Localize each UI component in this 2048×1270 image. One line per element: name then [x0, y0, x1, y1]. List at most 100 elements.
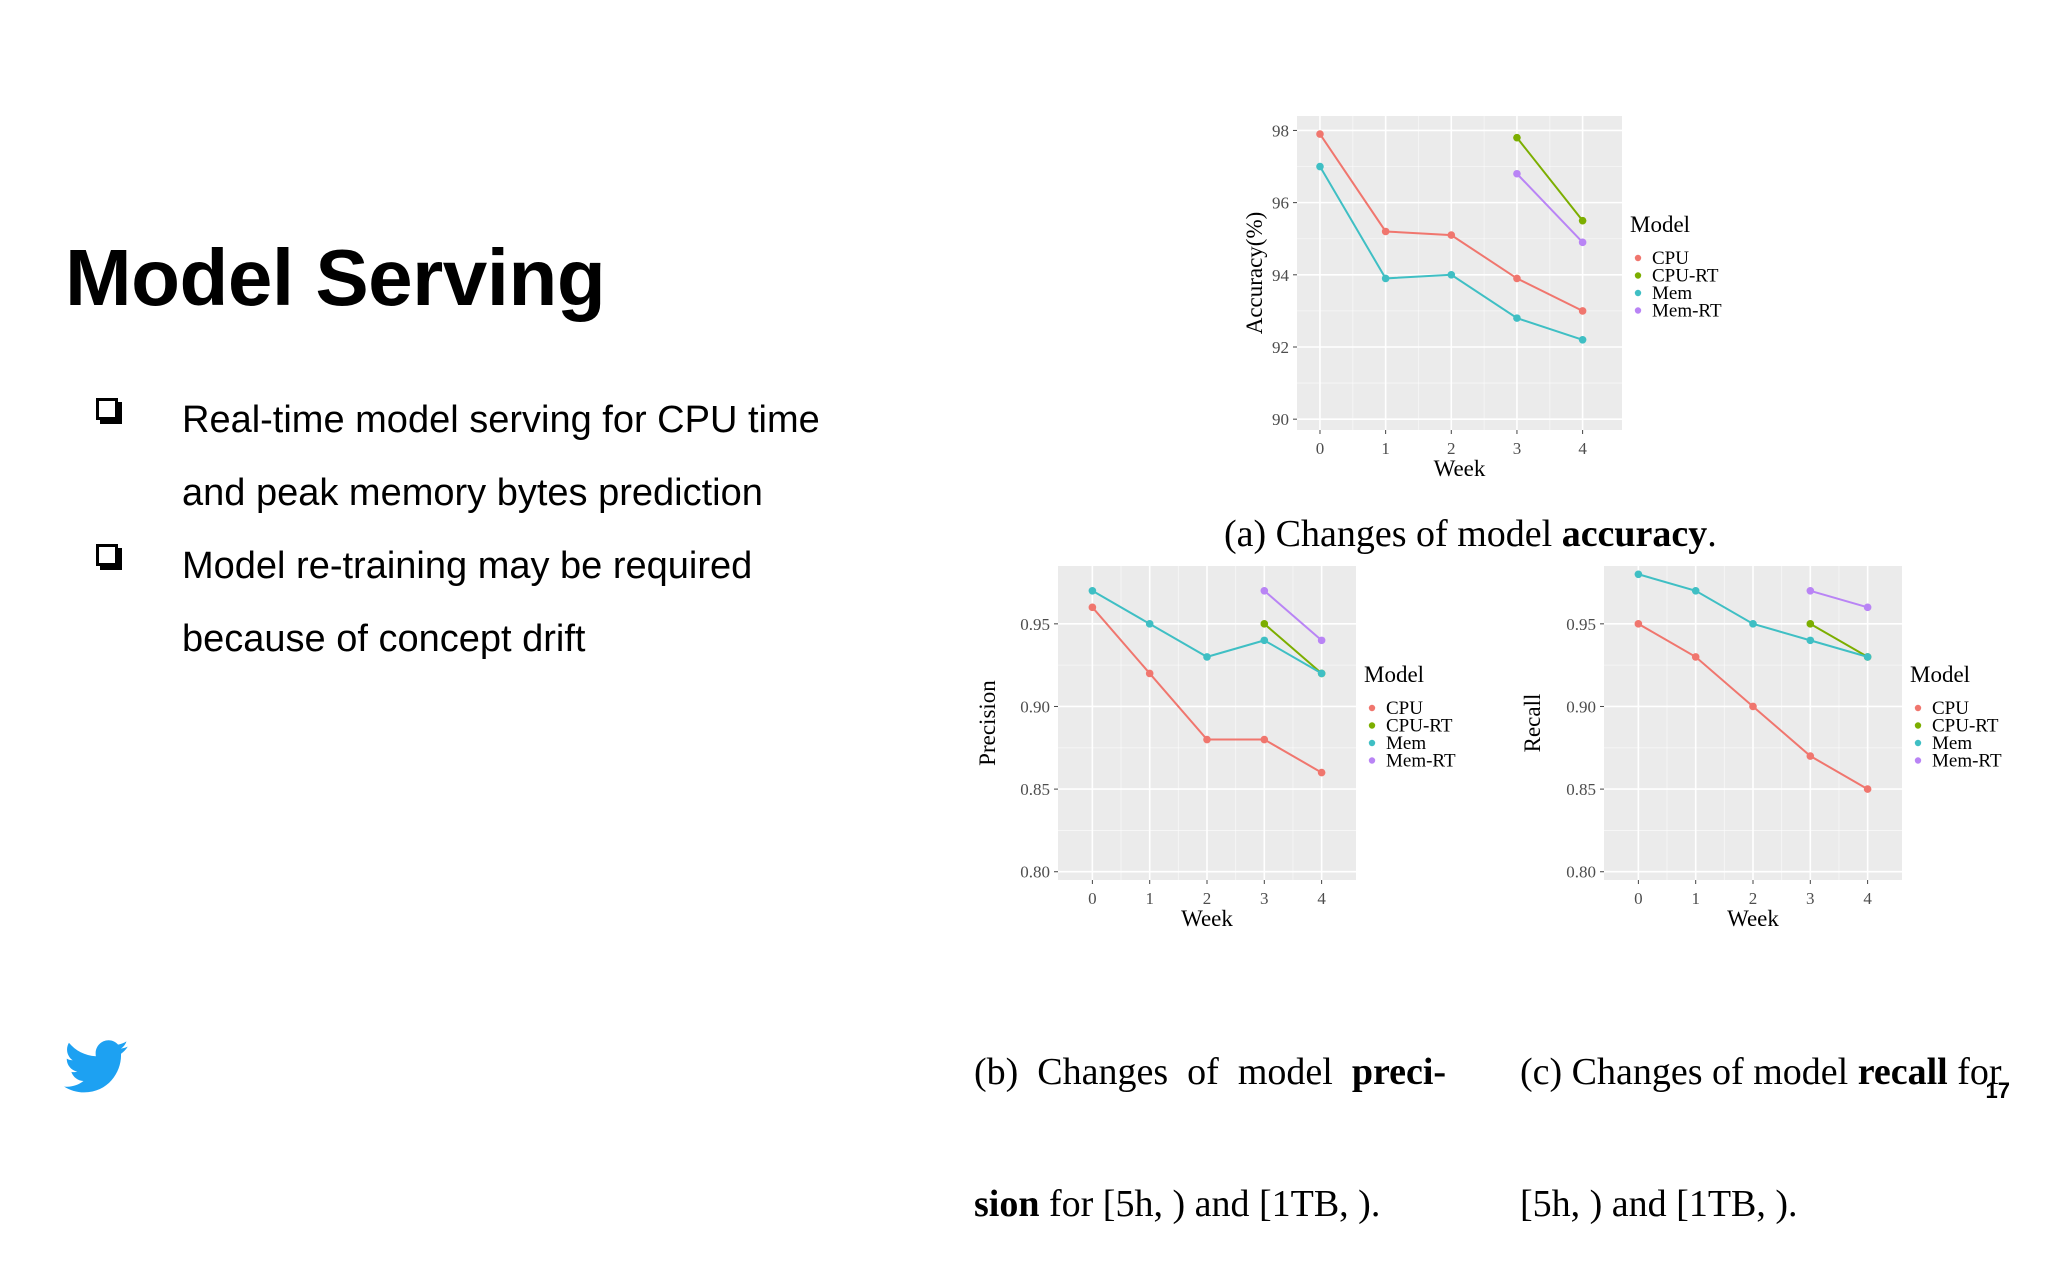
- bullet-list: Real-time model serving for CPU time and…: [92, 384, 902, 676]
- y-tick-label: 0.85: [1566, 780, 1596, 799]
- data-point-cpu: [1578, 307, 1587, 315]
- data-point-cpu-rt: [1806, 620, 1815, 628]
- data-point-cpu-rt: [1513, 133, 1521, 142]
- x-tick-label: 0: [1634, 889, 1643, 908]
- data-point-mem-rt: [1863, 603, 1872, 612]
- y-axis-label: Accuracy(%): [1242, 212, 1267, 335]
- data-point-mem-rt: [1806, 586, 1815, 595]
- y-tick-label: 0.90: [1566, 697, 1596, 716]
- caption-text: for: [1947, 1051, 2002, 1093]
- x-axis-label: Week: [1181, 906, 1233, 931]
- data-point-cpu: [1260, 735, 1269, 744]
- data-point-mem: [1088, 586, 1097, 595]
- y-tick-label: 92: [1272, 338, 1289, 357]
- y-tick-label: 0.95: [1020, 615, 1050, 634]
- data-point-mem: [1203, 653, 1211, 661]
- x-tick-label: 3: [1806, 889, 1815, 908]
- data-point-cpu: [1806, 752, 1815, 760]
- legend-marker: [1914, 704, 1922, 712]
- caption-precision: (b) Changes of model preci- sion for [5h…: [974, 962, 1446, 1270]
- series-line-cpu-rt: [1263, 623, 1323, 675]
- twitter-bird-icon: [64, 1040, 129, 1093]
- data-point-cpu: [1863, 785, 1872, 793]
- legend-label: Mem: [1932, 733, 1972, 754]
- data-point-mem: [1513, 314, 1521, 322]
- recall-chart: 0.80 0.85 0.90 0.95 0 1 2 3 4 Week Recall Model CPUC…: [1520, 566, 2002, 931]
- data-point-mem-rt: [1513, 169, 1521, 178]
- legend-title: Model: [1630, 212, 1690, 237]
- data-point-mem-rt: [1260, 586, 1269, 595]
- slide-title: Model Serving: [65, 233, 606, 322]
- data-point-mem: [1578, 335, 1587, 344]
- y-tick-label: 0.90: [1020, 697, 1050, 716]
- legend-marker: [1634, 254, 1642, 262]
- x-tick-label: 2: [1203, 889, 1212, 908]
- x-tick-label: 4: [1578, 439, 1587, 458]
- data-point-mem-rt: [1317, 636, 1326, 645]
- caption-text: for [5h, ) and [1TB, ).: [1039, 1183, 1381, 1225]
- legend-label: CPU: [1386, 698, 1423, 719]
- data-point-mem: [1316, 162, 1324, 171]
- legend-label: CPU: [1932, 698, 1969, 719]
- legend-marker: [1634, 289, 1642, 297]
- x-axis-label: Week: [1727, 906, 1779, 931]
- y-axis-label: Recall: [1520, 694, 1545, 753]
- legend-label: Mem-RT: [1652, 301, 1722, 322]
- x-tick-label: 2: [1749, 889, 1758, 908]
- y-tick-label: 0.80: [1566, 863, 1596, 882]
- legend-marker: [1634, 307, 1642, 314]
- data-point-cpu: [1381, 227, 1390, 236]
- data-point-mem: [1806, 636, 1815, 645]
- data-point-mem: [1381, 274, 1390, 283]
- data-point-mem: [1447, 271, 1456, 279]
- caption-bold: recall: [1857, 1051, 1948, 1093]
- x-tick-label: 4: [1863, 889, 1872, 908]
- x-tick-label: 1: [1691, 889, 1700, 908]
- caption-bold: sion: [974, 1183, 1040, 1225]
- data-point-cpu-rt: [1260, 620, 1269, 628]
- legend-label: CPU-RT: [1386, 716, 1453, 737]
- data-point-mem: [1634, 570, 1643, 579]
- checkbox-bullet-icon: [96, 398, 118, 420]
- data-point-cpu: [1145, 669, 1154, 678]
- plot-panel: [1297, 116, 1622, 430]
- data-point-cpu-rt: [1578, 216, 1587, 225]
- legend-marker: [1368, 722, 1376, 729]
- data-point-mem: [1317, 669, 1326, 678]
- x-tick-label: 3: [1513, 439, 1522, 458]
- legend-marker: [1914, 722, 1922, 729]
- caption-text: [5h, ) and [1TB, ).: [1520, 1183, 1798, 1225]
- caption-text: (a) Changes of model: [1224, 513, 1562, 555]
- caption-text: (b) Changes of model: [974, 1051, 1352, 1093]
- legend-label: Mem-RT: [1386, 751, 1456, 772]
- x-tick-label: 2: [1447, 439, 1456, 458]
- legend-label: CPU-RT: [1652, 266, 1719, 287]
- bullet-item: Real-time model serving for CPU time and…: [92, 384, 902, 530]
- legend-marker: [1368, 757, 1376, 764]
- series-line-mem-rt: [1810, 589, 1868, 609]
- data-point-cpu: [1447, 231, 1456, 239]
- y-tick-label: 0.80: [1020, 863, 1050, 882]
- bullet-item: Model re-training may be required becaus…: [92, 530, 902, 676]
- series-line-cpu-rt: [1516, 137, 1584, 222]
- legend-marker: [1914, 739, 1922, 747]
- x-tick-label: 1: [1381, 439, 1390, 458]
- data-point-mem: [1691, 586, 1700, 595]
- legend-marker: [1634, 272, 1642, 279]
- bullet-line: Model re-training may be required: [182, 545, 753, 587]
- legend-title: Model: [1364, 662, 1424, 687]
- data-point-cpu: [1749, 702, 1757, 711]
- caption-bold: accuracy: [1561, 513, 1708, 555]
- y-axis-label: Precision: [975, 680, 1000, 766]
- caption-text: .: [1707, 513, 1717, 555]
- x-tick-label: 4: [1317, 889, 1326, 908]
- y-tick-label: 0.95: [1566, 615, 1596, 634]
- accuracy-chart: 90 92 94 96 98 0 1 2 3 4 Week Accuracy(%) Model CPUCP…: [1242, 116, 1722, 481]
- data-point-mem-rt: [1578, 238, 1587, 247]
- bullet-line: because of concept drift: [182, 618, 586, 660]
- caption-text: (c) Changes of model: [1520, 1051, 1858, 1093]
- legend-marker: [1914, 757, 1922, 764]
- legend-title: Model: [1910, 662, 1970, 687]
- data-point-mem: [1260, 636, 1269, 645]
- legend-label: CPU-RT: [1932, 716, 1999, 737]
